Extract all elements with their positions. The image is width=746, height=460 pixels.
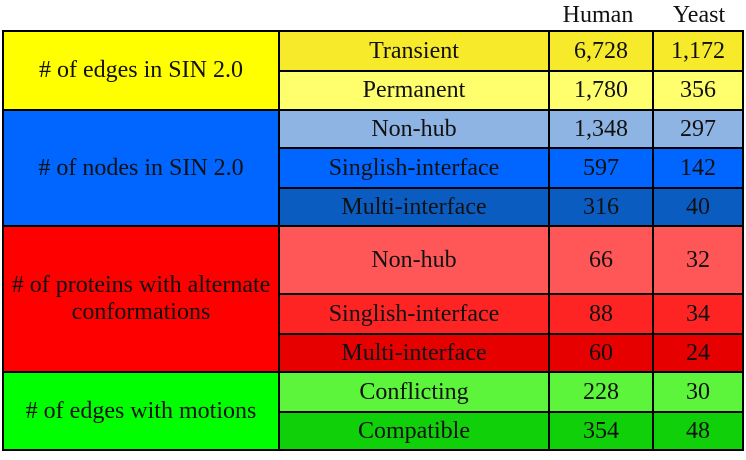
- statistics-table: # of edges in SIN 2.0 Transient 6,728 1,…: [2, 30, 744, 451]
- yeast-value-cell: 1,172: [652, 30, 744, 72]
- human-value-cell: 316: [548, 187, 654, 227]
- yeast-value-cell: 30: [652, 371, 744, 413]
- yeast-value-cell: 356: [652, 70, 744, 111]
- table-row: Permanent 1,780 356: [3, 70, 744, 111]
- category-cell: Singlish-interface: [278, 293, 550, 335]
- category-cell: Non-hub: [278, 109, 550, 149]
- human-value-cell: 60: [548, 333, 654, 373]
- yeast-value-cell: 40: [652, 187, 744, 227]
- human-value-cell: 6,728: [548, 30, 654, 72]
- table-row: # of edges with motions Conflicting 228 …: [2, 371, 744, 451]
- human-value-cell: 88: [548, 293, 654, 335]
- table-row: Multi-interface 316 40: [3, 187, 744, 227]
- yeast-value-cell: 142: [652, 147, 744, 189]
- human-value-cell: 354: [548, 411, 654, 451]
- category-cell: Compatible: [278, 411, 550, 451]
- group-label-cell: # of edges in SIN 2.0: [2, 30, 280, 111]
- category-cell: Multi-interface: [278, 333, 550, 373]
- human-value-cell: 1,348: [548, 109, 654, 149]
- yeast-value-cell: 34: [652, 293, 744, 335]
- category-cell: Singlish-interface: [278, 147, 550, 189]
- category-cell: Multi-interface: [278, 187, 550, 227]
- table-row: # of edges in SIN 2.0 Transient 6,728 1,…: [2, 30, 744, 111]
- human-value-cell: 1,780: [548, 70, 654, 111]
- table-row: # of proteins with alternate conformatio…: [2, 225, 744, 373]
- category-cell: Transient: [278, 30, 550, 72]
- group-label-cell: # of proteins with alternate conformatio…: [2, 225, 280, 373]
- yeast-value-cell: 32: [652, 225, 744, 295]
- category-cell: Non-hub: [278, 225, 550, 295]
- category-cell: Conflicting: [278, 371, 550, 413]
- column-header-human: Human: [562, 2, 634, 28]
- group-label-cell: # of edges with motions: [2, 371, 280, 451]
- table-row: # of nodes in SIN 2.0 Non-hub 1,348 297: [2, 109, 744, 227]
- table-body: # of edges in SIN 2.0 Transient 6,728 1,…: [2, 30, 744, 451]
- table-row: Singlish-interface 88 34: [3, 293, 744, 335]
- human-value-cell: 228: [548, 371, 654, 413]
- human-value-cell: 66: [548, 225, 654, 295]
- table-row: Singlish-interface 597 142: [3, 147, 744, 189]
- yeast-value-cell: 297: [652, 109, 744, 149]
- column-header-yeast: Yeast: [672, 2, 726, 28]
- table-row: Multi-interface 60 24: [3, 333, 744, 373]
- table-row: Compatible 354 48: [3, 411, 744, 451]
- category-cell: Permanent: [278, 70, 550, 111]
- group-label-cell: # of nodes in SIN 2.0: [2, 109, 280, 227]
- human-value-cell: 597: [548, 147, 654, 189]
- yeast-value-cell: 48: [652, 411, 744, 451]
- yeast-value-cell: 24: [652, 333, 744, 373]
